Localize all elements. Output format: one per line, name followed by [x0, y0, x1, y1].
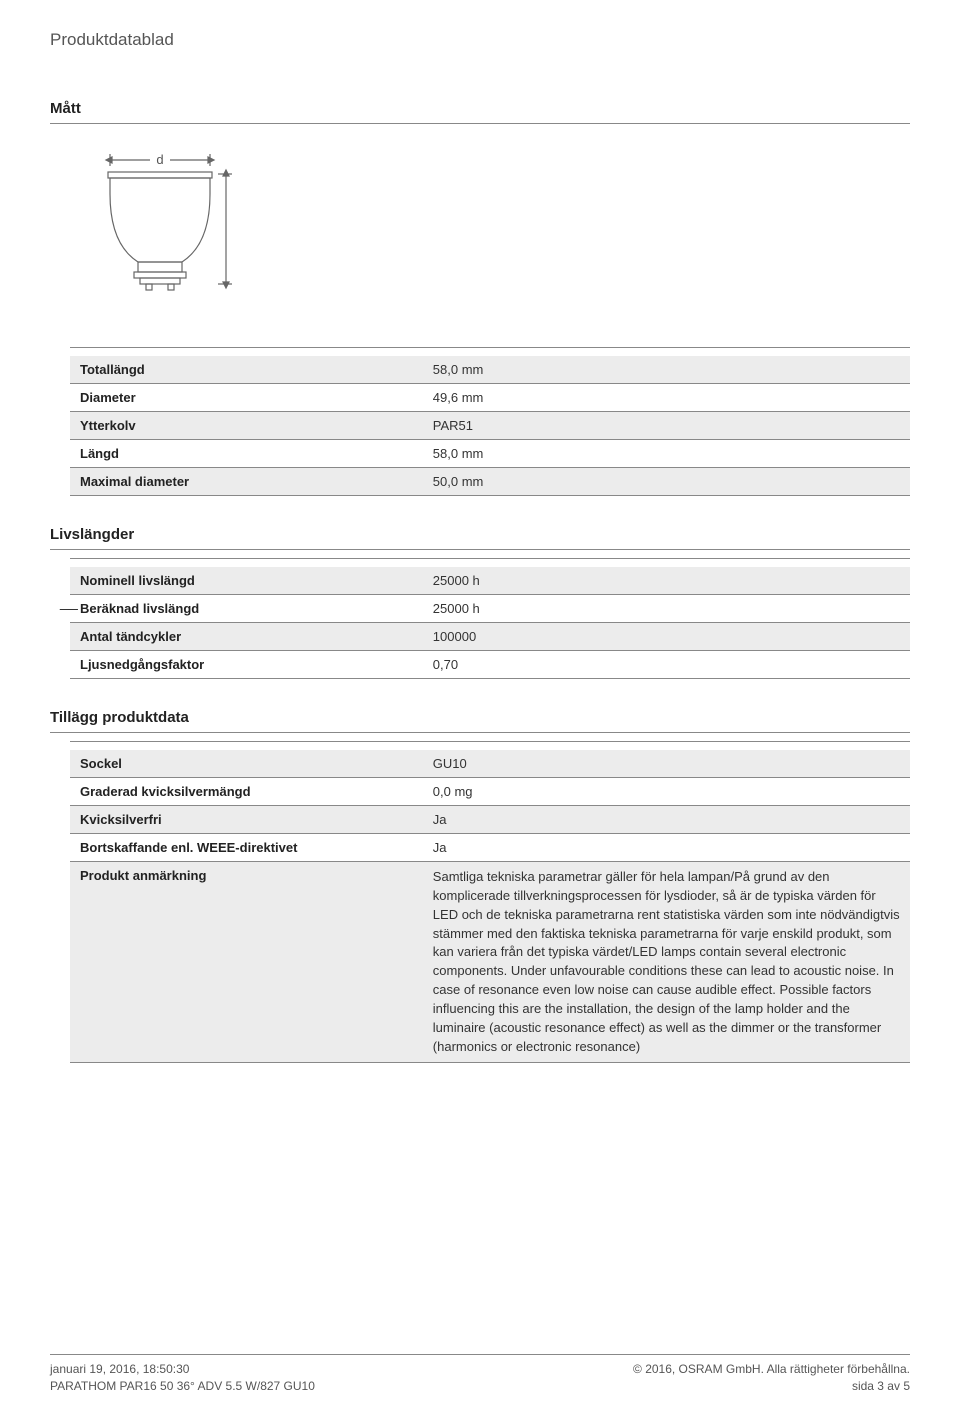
table-top-rule — [70, 347, 910, 348]
footer-page-number: sida 3 av 5 — [633, 1378, 910, 1395]
spec-value: Samtliga tekniska parametrar gäller för … — [423, 862, 910, 1063]
spec-value: 50,0 mm — [423, 468, 910, 496]
page-footer: januari 19, 2016, 18:50:30 PARATHOM PAR1… — [50, 1354, 910, 1395]
table-row: Graderad kvicksilvermängd 0,0 mg — [70, 778, 910, 806]
spec-label: Diameter — [70, 384, 423, 412]
spec-value: 25000 h — [423, 567, 910, 595]
footer-date: januari 19, 2016, 18:50:30 — [50, 1361, 315, 1378]
spec-value: 25000 h — [423, 595, 910, 623]
spec-value: 58,0 mm — [423, 356, 910, 384]
table-row: Totallängd 58,0 mm — [70, 356, 910, 384]
footer-left: januari 19, 2016, 18:50:30 PARATHOM PAR1… — [50, 1361, 315, 1395]
spec-value: 0,0 mg — [423, 778, 910, 806]
spec-label: Beräknad livslängd — [70, 595, 423, 623]
spec-label: Maximal diameter — [70, 468, 423, 496]
spec-label: Antal tändcykler — [70, 623, 423, 651]
table-row: Ytterkolv PAR51 — [70, 412, 910, 440]
footer-rule — [50, 1354, 910, 1355]
spec-value: 0,70 — [423, 651, 910, 679]
table-row: Längd 58,0 mm — [70, 440, 910, 468]
spec-value: 49,6 mm — [423, 384, 910, 412]
margin-mark: __ — [60, 594, 78, 612]
table-row: Diameter 49,6 mm — [70, 384, 910, 412]
spec-label: Bortskaffande enl. WEEE-direktivet — [70, 834, 423, 862]
table-row: Nominell livslängd 25000 h — [70, 567, 910, 595]
spec-value: Ja — [423, 834, 910, 862]
spec-label: Ytterkolv — [70, 412, 423, 440]
section-title-tillagg: Tillägg produktdata — [50, 709, 910, 726]
spec-label: Längd — [70, 440, 423, 468]
spec-label: Kvicksilverfri — [70, 806, 423, 834]
table-top-rule — [70, 741, 910, 742]
spec-value: 100000 — [423, 623, 910, 651]
bulb-diagram: d — [90, 144, 910, 317]
table-tillagg: Sockel GU10 Graderad kvicksilvermängd 0,… — [70, 750, 910, 1063]
section-rule — [50, 732, 910, 733]
spec-label: Ljusnedgångsfaktor — [70, 651, 423, 679]
table-matt: Totallängd 58,0 mm Diameter 49,6 mm Ytte… — [70, 356, 910, 496]
spec-value: Ja — [423, 806, 910, 834]
table-row: Produkt anmärkning Samtliga tekniska par… — [70, 862, 910, 1063]
section-title-matt: Mått — [50, 100, 910, 117]
footer-right: © 2016, OSRAM GmbH. Alla rättigheter för… — [633, 1361, 910, 1395]
section-rule — [50, 549, 910, 550]
table-row: Beräknad livslängd 25000 h — [70, 595, 910, 623]
table-row: Sockel GU10 — [70, 750, 910, 778]
spec-label: Totallängd — [70, 356, 423, 384]
table-row: Kvicksilverfri Ja — [70, 806, 910, 834]
spec-label: Graderad kvicksilvermängd — [70, 778, 423, 806]
spec-value: GU10 — [423, 750, 910, 778]
table-row: Maximal diameter 50,0 mm — [70, 468, 910, 496]
footer-product: PARATHOM PAR16 50 36° ADV 5.5 W/827 GU10 — [50, 1378, 315, 1395]
table-row: Antal tändcykler 100000 — [70, 623, 910, 651]
diagram-label-d: d — [156, 152, 163, 167]
table-livslangder: Nominell livslängd 25000 h Beräknad livs… — [70, 567, 910, 679]
page-title: Produktdatablad — [50, 30, 910, 50]
spec-label: Sockel — [70, 750, 423, 778]
table-row: Bortskaffande enl. WEEE-direktivet Ja — [70, 834, 910, 862]
spec-value: 58,0 mm — [423, 440, 910, 468]
section-rule — [50, 123, 910, 124]
spec-value: PAR51 — [423, 412, 910, 440]
section-title-livslangder: Livslängder — [50, 526, 910, 543]
table-top-rule — [70, 558, 910, 559]
table-row: Ljusnedgångsfaktor 0,70 — [70, 651, 910, 679]
footer-copyright: © 2016, OSRAM GmbH. Alla rättigheter för… — [633, 1361, 910, 1378]
spec-label: Produkt anmärkning — [70, 862, 423, 1063]
spec-label: Nominell livslängd — [70, 567, 423, 595]
